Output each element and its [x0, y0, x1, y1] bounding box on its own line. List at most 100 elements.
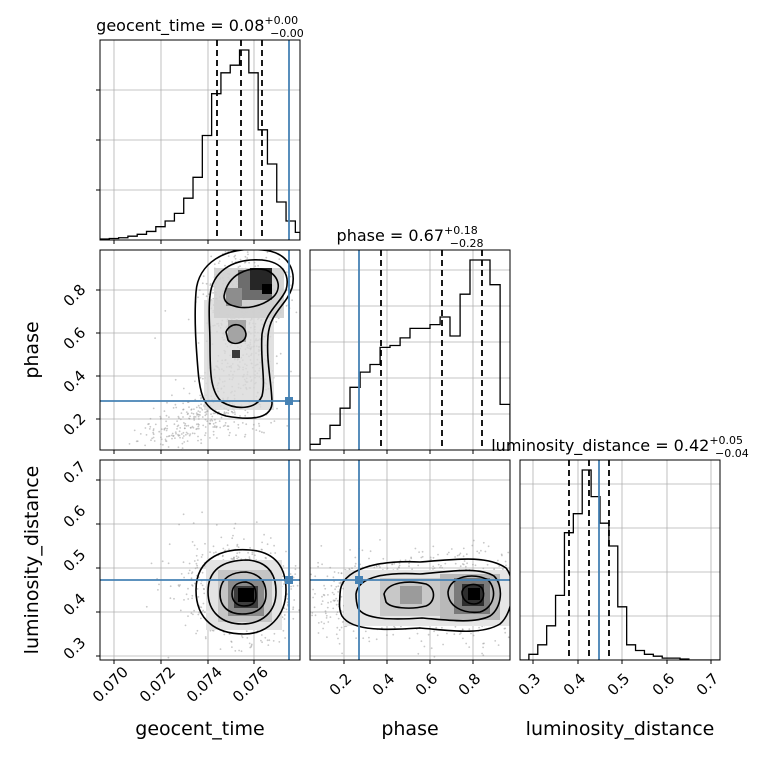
sample-point — [324, 610, 327, 613]
sample-point — [421, 550, 424, 553]
sample-point — [454, 562, 457, 565]
sample-point — [337, 591, 339, 593]
sample-point — [193, 408, 195, 410]
sample-point — [205, 413, 208, 415]
sample-point — [432, 568, 434, 570]
sample-point — [314, 593, 316, 595]
title-geocent-time: geocent_time = 0.08+0.00 −0.00 — [96, 14, 304, 40]
sample-point — [224, 422, 227, 424]
sample-point — [482, 541, 485, 544]
sample-point — [177, 415, 180, 418]
sample-point — [446, 632, 448, 635]
sample-point — [246, 251, 249, 254]
sample-point — [292, 617, 295, 620]
sample-point — [185, 411, 188, 413]
sample-point — [187, 318, 190, 321]
sample-point — [170, 434, 173, 437]
sample-point — [435, 626, 438, 629]
sample-point — [171, 394, 173, 397]
sample-point — [379, 566, 381, 569]
sample-point — [198, 406, 201, 409]
sample-point — [364, 630, 367, 633]
sample-point — [306, 574, 308, 576]
sample-point — [317, 632, 320, 634]
ylabel-phase: phase — [21, 321, 43, 378]
sample-point — [236, 543, 239, 546]
sample-point — [197, 596, 200, 598]
sample-point — [183, 424, 186, 427]
sample-point — [321, 563, 323, 566]
sample-point — [502, 568, 504, 570]
sample-point — [201, 571, 204, 574]
sample-point — [200, 617, 202, 620]
sample-point — [283, 607, 286, 610]
sample-point — [512, 554, 514, 556]
sample-point — [369, 550, 372, 553]
sample-point — [152, 429, 155, 432]
sample-point — [283, 614, 286, 616]
sample-point — [234, 254, 237, 257]
sample-point — [285, 305, 288, 307]
sample-point — [196, 559, 199, 561]
sample-point — [472, 563, 474, 566]
sample-point — [441, 626, 443, 629]
sample-point — [209, 419, 212, 422]
sample-point — [234, 522, 237, 525]
sample-point — [196, 414, 198, 416]
sample-point — [494, 640, 497, 642]
sample-point — [193, 609, 196, 612]
sample-point — [283, 618, 286, 620]
sample-point — [196, 566, 199, 569]
sample-point — [174, 431, 177, 433]
sample-point — [167, 562, 170, 565]
sample-point — [202, 275, 205, 278]
sample-point — [175, 432, 177, 435]
sample-point — [213, 552, 215, 554]
sample-point — [177, 424, 180, 427]
sample-point — [200, 442, 203, 445]
sample-point — [212, 292, 215, 294]
sample-point — [474, 564, 477, 567]
sample-point — [212, 545, 215, 548]
sample-point — [529, 561, 531, 563]
sample-point — [417, 652, 420, 655]
sample-point — [235, 434, 237, 437]
xticklabels-geocent-time: 0.070 0.072 0.074 0.076 — [89, 663, 272, 706]
sample-point — [203, 611, 206, 614]
sample-point — [442, 643, 444, 646]
sample-point — [281, 616, 284, 619]
sample-point — [228, 434, 231, 437]
sample-point — [354, 562, 357, 565]
sample-point — [257, 264, 259, 267]
sample-point — [293, 599, 296, 601]
sample-point — [219, 237, 221, 239]
sample-point — [497, 644, 500, 646]
sample-point — [193, 417, 195, 420]
sample-point — [341, 621, 344, 623]
sample-point — [248, 642, 251, 645]
sample-point — [238, 649, 241, 652]
sample-point — [266, 543, 269, 546]
sample-point — [478, 626, 480, 629]
sample-point — [169, 585, 172, 588]
sample-point — [338, 629, 341, 631]
sample-point — [301, 603, 303, 605]
sample-point — [282, 629, 285, 632]
sample-point — [267, 661, 269, 663]
sample-point — [486, 563, 489, 566]
sample-point — [215, 524, 218, 526]
sample-point — [312, 596, 314, 599]
sample-point — [192, 522, 195, 524]
sample-point — [399, 559, 402, 562]
sample-point — [194, 398, 197, 401]
sample-point — [152, 431, 155, 434]
sample-point — [200, 397, 202, 400]
contours-geocent-time-vs-phase — [194, 250, 294, 419]
ytick-phase-2: 0.6 — [60, 324, 90, 354]
sample-point — [227, 425, 230, 428]
sample-point — [362, 637, 365, 640]
sample-point — [294, 565, 297, 567]
sample-point — [199, 411, 201, 413]
sample-point — [264, 556, 267, 559]
sample-point — [237, 556, 240, 559]
